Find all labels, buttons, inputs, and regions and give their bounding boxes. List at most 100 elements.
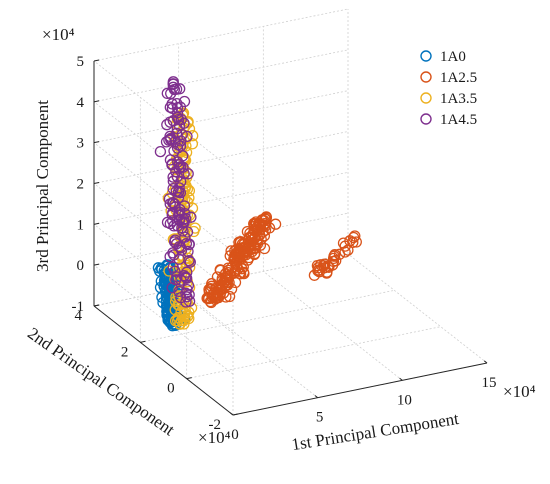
data-point	[168, 220, 180, 232]
data-point	[181, 226, 194, 238]
data-point	[166, 282, 178, 294]
y-tick-label: 0	[167, 381, 175, 397]
z-tick-mark	[93, 181, 100, 184]
left-wall-gridline-z	[93, 101, 234, 212]
z-tick-mark	[93, 304, 100, 307]
x-axis-exponent: ×10⁴	[503, 382, 536, 401]
data-point	[166, 102, 179, 115]
data-point	[168, 236, 181, 248]
data-point	[182, 245, 194, 258]
data-point	[171, 271, 183, 283]
data-point	[167, 171, 179, 183]
data-point	[171, 170, 183, 183]
y-tick-mark	[140, 340, 146, 343]
data-point	[172, 185, 185, 198]
y-tick-mark	[186, 377, 192, 380]
data-point	[231, 247, 244, 259]
y-axis-label: 2nd Principal Component	[24, 324, 178, 440]
floor-gridline-y	[140, 289, 395, 343]
data-point	[226, 262, 238, 274]
y-tick-label: -2	[209, 417, 222, 433]
x-tick-label: 0	[231, 427, 239, 443]
data-point	[170, 291, 182, 303]
data-point	[201, 292, 213, 304]
x-tick-mark	[314, 395, 318, 399]
back-wall-gridline-z	[93, 131, 349, 184]
data-point	[178, 117, 190, 129]
z-tick-label: 4	[77, 95, 85, 111]
floor-gridline-x	[347, 253, 488, 364]
floor-gridline-x	[178, 288, 318, 398]
data-point	[155, 262, 167, 274]
legend-entry-1A2.5: 1A2.5	[440, 70, 477, 86]
data-point	[167, 247, 179, 259]
series-1A2.5	[201, 211, 362, 309]
y-axis-exponent: ×10⁴	[198, 428, 231, 447]
data-point	[166, 159, 178, 171]
data-point	[172, 299, 184, 311]
data-point	[172, 209, 185, 221]
data-point	[214, 264, 226, 276]
floor-gridline-x	[263, 271, 403, 381]
data-point	[312, 262, 324, 274]
data-point	[225, 283, 238, 295]
data-point	[167, 182, 179, 195]
data-point	[176, 128, 188, 141]
data-point	[167, 261, 179, 273]
z-axis-exponent: ×10⁴	[42, 25, 75, 44]
data-point	[269, 218, 282, 230]
legend: 1A0 1A2.5 1A3.5 1A4.5	[420, 49, 477, 128]
legend-entry-1A0: 1A0	[440, 49, 466, 65]
data-point	[339, 246, 351, 258]
data-point	[260, 212, 273, 224]
legend-marker-1A4.5	[420, 113, 432, 125]
x-tick-mark	[399, 377, 403, 381]
data-point	[242, 254, 254, 266]
data-point	[350, 236, 362, 248]
x-tick-mark	[229, 412, 234, 416]
data-point	[234, 268, 247, 280]
data-point	[185, 211, 197, 223]
data-point	[167, 78, 179, 90]
data-point	[177, 225, 189, 237]
y-tick-label: 4	[75, 308, 83, 324]
grid-layer	[93, 8, 488, 416]
data-point	[181, 266, 193, 278]
back-wall-gridline-z	[93, 171, 349, 225]
data-point	[168, 83, 181, 96]
data-point	[259, 224, 272, 236]
data-point	[321, 266, 333, 278]
left-wall-gridline-z	[93, 183, 234, 293]
y-tick-label: 2	[121, 344, 129, 360]
data-point	[218, 276, 231, 288]
data-point	[183, 238, 195, 251]
legend-marker-1A2.5	[420, 71, 432, 83]
data-point	[182, 279, 195, 291]
data-point	[160, 136, 173, 148]
z-axis-label: 3rd Principal Component	[33, 100, 52, 272]
data-point	[174, 204, 186, 216]
back-wall-gridline-z	[93, 8, 349, 62]
y-axis-line	[93, 305, 234, 416]
data-point	[241, 225, 254, 238]
data-point	[178, 95, 191, 108]
data-point	[208, 291, 220, 303]
data-point	[177, 310, 190, 323]
data-point	[175, 291, 187, 304]
data-point	[229, 276, 242, 289]
legend-marker-1A3.5	[420, 92, 432, 104]
z-tick-mark	[93, 100, 100, 103]
data-point	[173, 182, 185, 194]
z-tick-label: 2	[77, 177, 85, 193]
data-point	[163, 193, 176, 205]
back-wall-gridline-z	[93, 212, 349, 266]
data-point	[184, 256, 196, 268]
data-point	[171, 142, 184, 154]
legend-entry-1A3.5: 1A3.5	[440, 91, 477, 107]
series-1A4.5	[154, 76, 197, 308]
left-wall-gridline-z	[93, 60, 234, 171]
data-point	[344, 235, 356, 247]
points-layer	[152, 76, 362, 332]
